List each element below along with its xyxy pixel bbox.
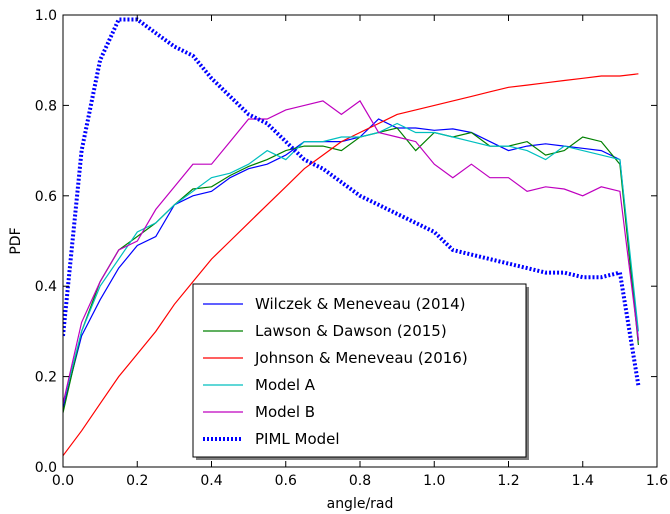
y-tick-label: 1.0 — [35, 8, 57, 24]
legend-label: Johnson & Meneveau (2016) — [254, 349, 468, 367]
y-tick-label: 0.0 — [35, 460, 57, 476]
x-tick-label: 1.4 — [572, 473, 594, 489]
x-axis-label: angle/rad — [327, 496, 394, 512]
y-tick-label: 0.2 — [35, 370, 57, 386]
legend-label: Model A — [255, 376, 316, 394]
x-tick-label: 0.2 — [126, 473, 148, 489]
x-tick-label: 0.8 — [349, 473, 371, 489]
x-tick-label: 1.2 — [497, 473, 519, 489]
y-axis-label: PDF — [8, 227, 24, 254]
legend-label: PIML Model — [255, 430, 340, 448]
legend-label: Model B — [255, 403, 315, 421]
y-tick-label: 0.6 — [35, 189, 57, 205]
legend: Wilczek & Meneveau (2014) Lawson & Dawson… — [193, 284, 529, 460]
legend-label: Wilczek & Meneveau (2014) — [255, 295, 465, 313]
x-tick-label: 0.6 — [275, 473, 297, 489]
x-tick-label: 1.0 — [423, 473, 445, 489]
x-tick-label: 1.6 — [646, 473, 668, 489]
legend-label: Lawson & Dawson (2015) — [255, 322, 447, 340]
x-tick-label: 0.4 — [200, 473, 222, 489]
y-tick-label: 0.4 — [35, 279, 57, 295]
y-tick-label: 0.8 — [35, 98, 57, 114]
